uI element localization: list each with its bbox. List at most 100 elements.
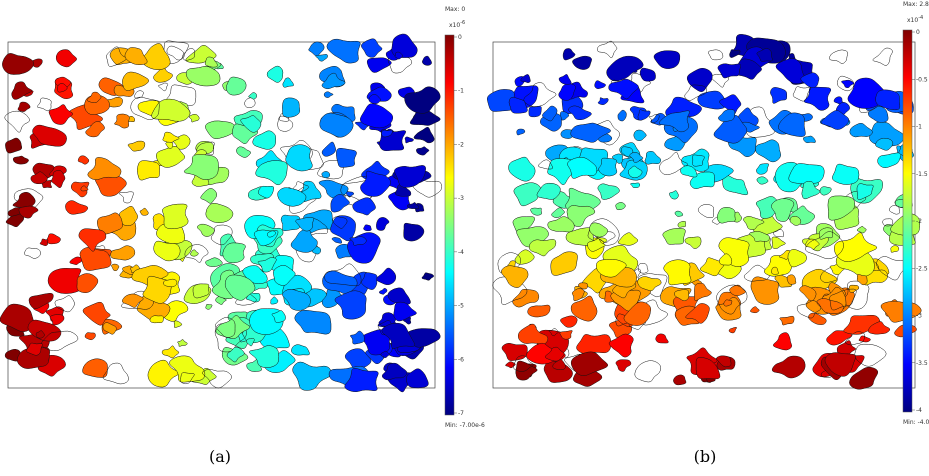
field-blob (529, 239, 557, 257)
field-blob (197, 223, 215, 237)
field-blob (559, 330, 573, 340)
field-blob (118, 191, 134, 204)
field-blob (421, 272, 435, 281)
field-blob (270, 296, 279, 305)
field-blob (387, 287, 411, 305)
field-blob (147, 359, 180, 388)
field-blob (700, 257, 724, 277)
field-blob (321, 171, 331, 179)
field-blob (756, 163, 769, 175)
field-blob (13, 188, 44, 209)
field-blob (282, 77, 294, 88)
field-blob (184, 244, 209, 263)
colorbar-tick-label: -3 (458, 195, 464, 202)
field-blob (542, 105, 558, 122)
field-blob (527, 304, 551, 318)
field-blob (282, 97, 301, 118)
field-blob (788, 163, 825, 184)
field-blob (236, 146, 251, 158)
field-blob (876, 256, 908, 281)
field-blob (291, 344, 310, 356)
field-blob (368, 94, 381, 104)
field-blob (849, 122, 873, 138)
field-blob (669, 190, 679, 200)
field-blob (875, 137, 894, 151)
field-blob (407, 202, 420, 210)
field-blob (630, 182, 641, 188)
colorbar-tick-label: -3.5 (916, 360, 928, 367)
field-blob (28, 292, 54, 309)
field-blob (507, 260, 516, 267)
field-blob (771, 198, 795, 222)
field-blob (51, 170, 66, 188)
field-blob (849, 366, 879, 390)
field-blob (615, 202, 626, 211)
field-blob (30, 171, 48, 185)
field-blob (205, 257, 223, 267)
field-blob (685, 303, 710, 324)
field-blob (57, 83, 68, 93)
field-blob (715, 297, 742, 321)
field-blob (801, 181, 821, 200)
field-blob (318, 179, 349, 199)
field-blob (406, 368, 429, 389)
field-blob (257, 257, 277, 273)
field-blob (856, 183, 874, 200)
field-blob (363, 224, 372, 232)
field-blob (517, 323, 549, 345)
field-blob (331, 237, 343, 244)
field-blob (572, 55, 592, 70)
field-blob (770, 87, 788, 104)
field-blob (662, 228, 686, 245)
field-blob (558, 74, 572, 85)
field-blob (4, 110, 30, 133)
field-blob (79, 246, 112, 271)
field-blob (106, 46, 127, 67)
field-blob (326, 38, 361, 64)
field-blob (114, 113, 130, 129)
field-blob (808, 312, 827, 325)
field-blob (606, 55, 644, 82)
field-blob (394, 165, 426, 188)
field-blob (37, 97, 52, 112)
field-blob (321, 141, 336, 157)
field-blob (778, 112, 806, 137)
field-blob (729, 49, 741, 58)
field-blob (653, 50, 681, 69)
field-blob (550, 251, 578, 276)
field-blob (266, 65, 284, 83)
field-blob (674, 289, 690, 302)
colorbar (902, 29, 913, 413)
field-blob (719, 94, 742, 116)
field-blob (513, 182, 542, 207)
field-blob (421, 55, 432, 66)
field-blob (277, 187, 307, 207)
colorbar-tick-label: -6 (458, 356, 464, 363)
field-blob (882, 218, 894, 227)
field-blob (695, 357, 721, 380)
field-blob (294, 309, 332, 335)
field-blob (596, 259, 627, 278)
field-blob (816, 298, 844, 314)
field-blob (598, 157, 618, 177)
field-blob (537, 159, 553, 170)
field-blob (271, 310, 286, 323)
field-blob (508, 96, 528, 114)
field-blob (684, 84, 708, 101)
field-blob (570, 295, 598, 322)
field-blob (716, 284, 748, 315)
min-label: Min: -7.00e-6 (445, 422, 485, 429)
field-blob (11, 81, 33, 100)
colorbar-tick-label: -2.5 (916, 265, 928, 272)
field-blob (350, 330, 365, 345)
colorbar-tick-label: 0 (458, 34, 462, 41)
field-blob (121, 293, 144, 308)
field-blob (729, 284, 746, 296)
field-blob (634, 360, 662, 383)
colorbar-exponent: x10-6 (449, 20, 465, 29)
field-blob (890, 245, 900, 253)
field-blob (773, 332, 793, 351)
field-blob (655, 333, 669, 344)
